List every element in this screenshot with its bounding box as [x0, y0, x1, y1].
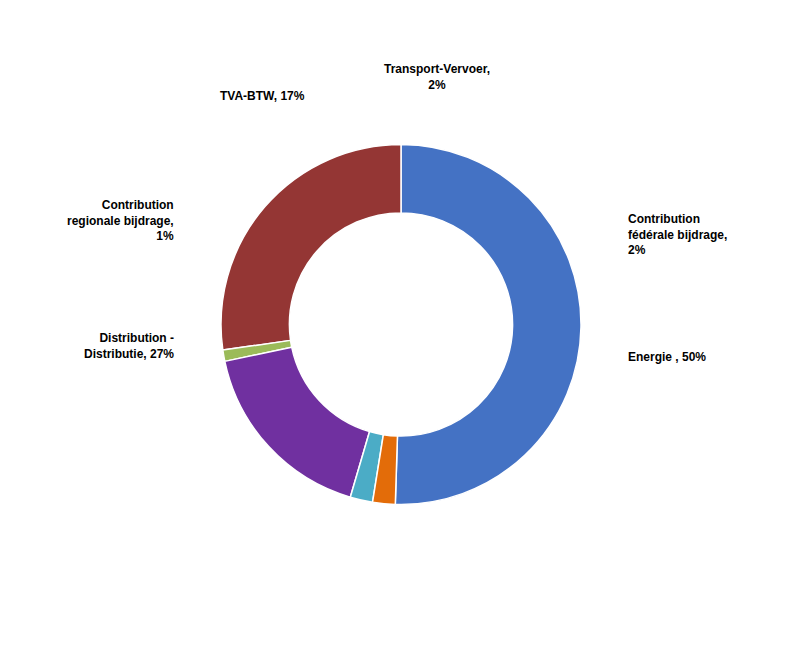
svg-text:Transport-Vervoer,2%: Transport-Vervoer,2% — [384, 62, 490, 92]
svg-text:TVA-BTW, 17%: TVA-BTW, 17% — [220, 89, 305, 103]
svg-text:Energie , 50%: Energie , 50% — [628, 350, 706, 364]
svg-text:Contributionfédérale bijdrage,: Contributionfédérale bijdrage,2% — [628, 212, 727, 257]
svg-text:Contributionregionale bijdrage: Contributionregionale bijdrage,1% — [67, 198, 174, 243]
svg-text:Distribution -Distributie, 27%: Distribution -Distributie, 27% — [84, 331, 174, 361]
